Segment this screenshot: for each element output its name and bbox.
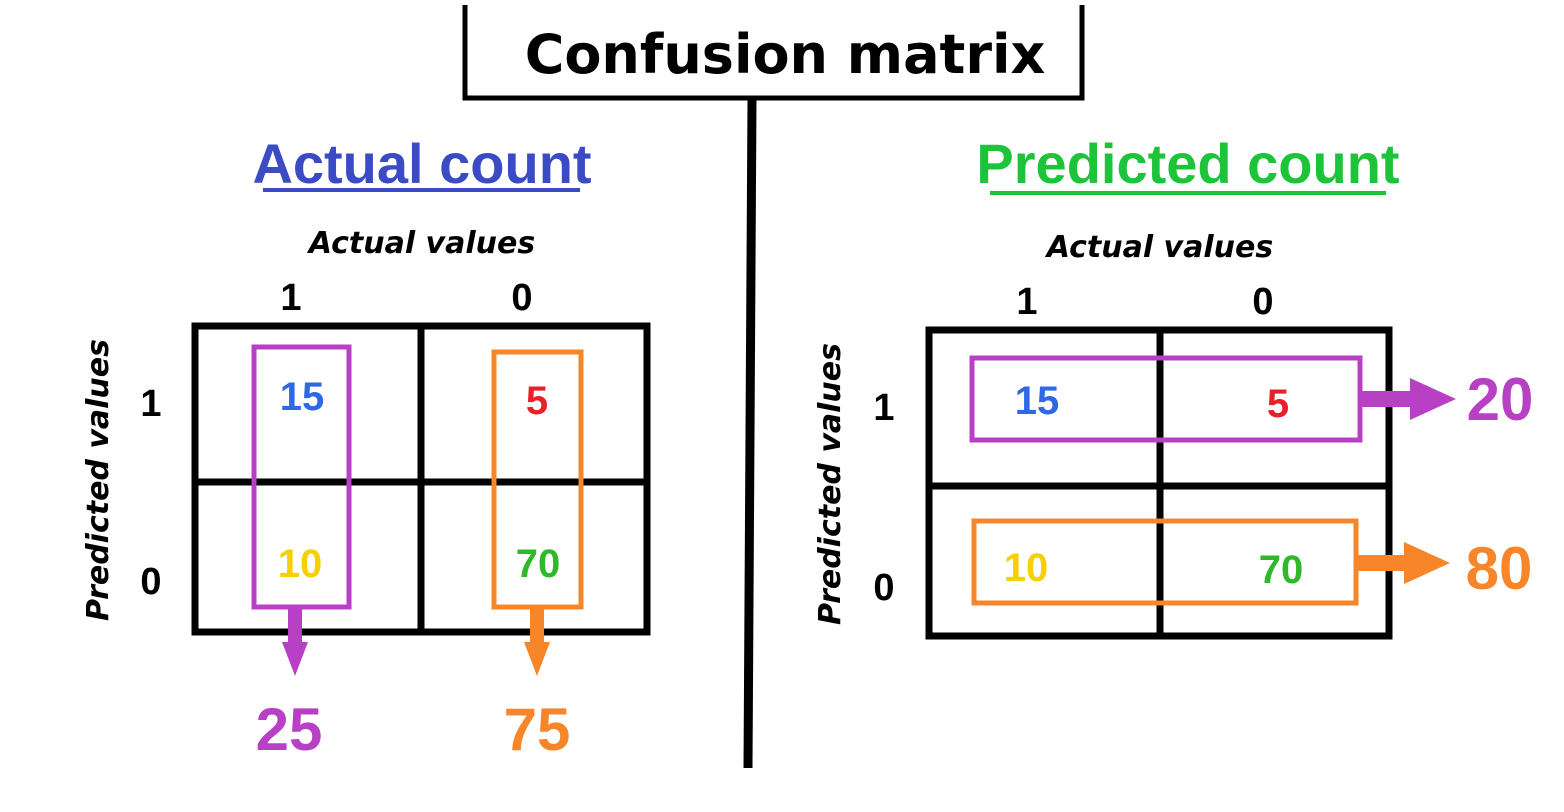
right-row1-total: 20 — [1467, 366, 1534, 433]
right-row0-total: 80 — [1466, 535, 1533, 602]
left-row-label-0: 0 — [140, 561, 161, 603]
right-col-label-1: 1 — [1016, 281, 1037, 323]
right-cell-fn: 10 — [1004, 546, 1049, 590]
right-row-label-0: 0 — [873, 567, 894, 609]
center-divider — [743, 97, 757, 769]
right-col-label-0: 0 — [1252, 281, 1273, 323]
right-row-axis-label: Predicted values — [813, 343, 848, 625]
left-col1-down-arrow — [282, 607, 308, 676]
left-cell-fn: 10 — [278, 542, 323, 586]
left-col0-down-arrow — [524, 607, 550, 676]
right-cell-tp: 15 — [1015, 379, 1060, 423]
right-matrix-grid — [925, 326, 1393, 640]
left-col-axis-label: Actual values — [307, 226, 535, 261]
left-cell-fp: 5 — [526, 379, 548, 423]
right-cell-fp: 5 — [1267, 382, 1289, 426]
title-frame — [462, 5, 1085, 101]
right-row0-arrow — [1356, 542, 1450, 584]
right-row-label-1: 1 — [873, 387, 894, 429]
left-cell-tp: 15 — [280, 375, 325, 419]
left-row-axis-label: Predicted values — [81, 339, 116, 621]
left-matrix-grid — [191, 322, 651, 636]
left-col-label-1: 1 — [280, 277, 301, 319]
predicted-count-heading: Predicted count — [976, 132, 1399, 195]
left-col0-total: 75 — [504, 696, 571, 763]
actual-count-heading: Actual count — [252, 132, 591, 195]
page-title: Confusion matrix — [525, 23, 1046, 86]
left-row-label-1: 1 — [140, 383, 161, 425]
left-col1-total: 25 — [256, 696, 323, 763]
right-row1-arrow — [1360, 378, 1456, 420]
right-col-axis-label: Actual values — [1045, 230, 1273, 265]
right-cell-tn: 70 — [1259, 548, 1304, 592]
left-col-label-0: 0 — [511, 277, 532, 319]
left-cell-tn: 70 — [516, 542, 561, 586]
